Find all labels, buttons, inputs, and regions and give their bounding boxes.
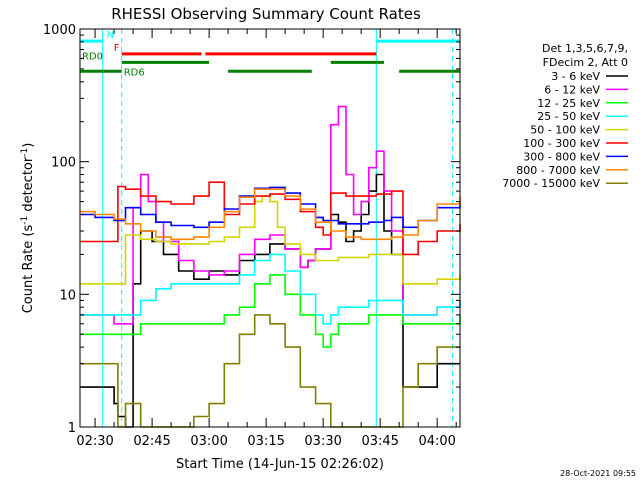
x-tick-label-3: 03:15 xyxy=(247,434,284,449)
series-line-4 xyxy=(79,195,461,285)
x-tick-label-2: 03:00 xyxy=(190,434,227,449)
legend-label-6: 300 - 800 keV xyxy=(523,150,600,163)
y-label-end: ) xyxy=(21,143,36,148)
x-tick-label-1: 02:45 xyxy=(133,434,170,449)
state-label-n: N xyxy=(107,30,114,41)
series-line-5 xyxy=(79,181,461,256)
y-label-sup: -1 xyxy=(20,216,30,225)
plot-frame xyxy=(79,28,461,428)
state-label-rd6: RD6 xyxy=(124,67,145,78)
x-axis: 02:30 02:45 03:00 03:15 03:30 03:45 04:00 xyxy=(76,29,457,449)
y-tick-label-3: 1000 xyxy=(43,23,76,38)
series-line-7 xyxy=(79,188,461,241)
timestamp: 28-Oct-2021 09:55 xyxy=(560,469,636,478)
series-line-3 xyxy=(79,253,461,325)
series-line-6 xyxy=(79,186,461,229)
legend-label-2: 12 - 25 keV xyxy=(537,97,600,110)
y-tick-label-2: 100 xyxy=(51,156,76,171)
y-label-mid: detector xyxy=(21,156,36,216)
series-layer xyxy=(79,105,461,428)
x-tick-label-6: 04:00 xyxy=(418,434,455,449)
state-bars: NF RD0 RD6 xyxy=(79,30,460,78)
legend-label-5: 100 - 300 keV xyxy=(523,137,600,150)
legend-label-1: 6 - 12 keV xyxy=(544,83,600,96)
legend-label-3: 25 - 50 keV xyxy=(537,110,600,123)
x-tick-label-4: 03:30 xyxy=(304,434,341,449)
y-axis-label: Count Rate (s-1 detector-1) xyxy=(20,143,36,314)
y-tick-label-0: 1 xyxy=(68,421,76,436)
legend-label-7: 800 - 7000 keV xyxy=(516,164,600,177)
x-tick-label-5: 03:45 xyxy=(361,434,398,449)
chart-title: RHESSI Observing Summary Count Rates xyxy=(111,5,421,23)
legend-header-2: FDecim 2, Att 0 xyxy=(543,56,628,69)
legend-label-0: 3 - 6 keV xyxy=(551,70,600,83)
state-label-f: F xyxy=(114,43,120,54)
y-tick-label-1: 10 xyxy=(59,288,76,303)
y-axis: 1 10 100 1000 xyxy=(43,23,460,436)
x-axis-label: Start Time (14-Jun-15 02:26:02) xyxy=(176,457,384,472)
vertical-markers xyxy=(102,29,453,427)
y-label-main: Count Rate (s xyxy=(21,225,36,314)
legend-label-8: 7000 - 15000 keV xyxy=(502,177,600,190)
x-tick-label-0: 02:30 xyxy=(76,434,113,449)
legend-header-1: Det 1,3,5,6,7,9, xyxy=(542,42,628,55)
series-line-2 xyxy=(79,274,461,348)
y-label-sup2: -1 xyxy=(20,148,30,157)
series-line-1 xyxy=(79,105,461,325)
legend-label-4: 50 - 100 keV xyxy=(530,124,600,137)
legend: Det 1,3,5,6,7,9, FDecim 2, Att 0 3 - 6 k… xyxy=(502,42,628,190)
state-label-rd0: RD0 xyxy=(82,51,103,62)
